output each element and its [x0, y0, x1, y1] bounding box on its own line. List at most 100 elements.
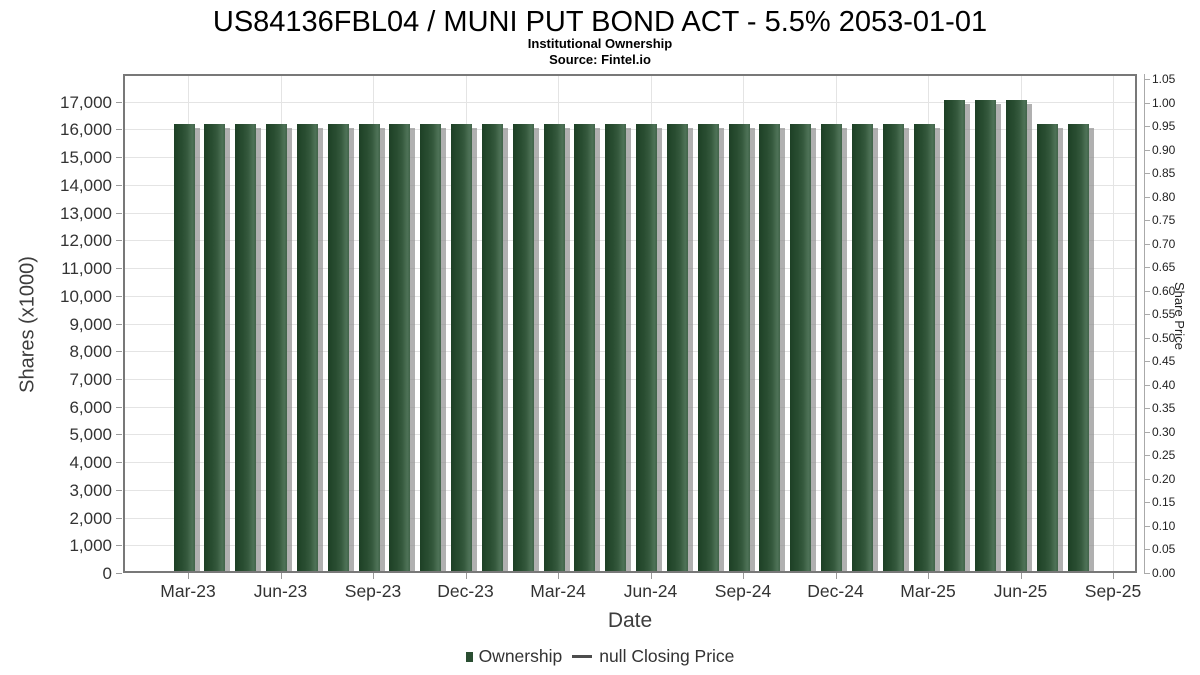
gridline-vertical: [1113, 74, 1114, 573]
left-axis-tick: [116, 489, 122, 491]
bar-Jan-24[interactable]: [481, 123, 503, 573]
bar-Dec-24[interactable]: [821, 123, 842, 573]
bar-shadow: [626, 127, 632, 573]
bar-shadow: [1027, 104, 1032, 573]
right-axis-tick: [1144, 573, 1150, 574]
right-y-tick-label: 0.80: [1152, 189, 1176, 204]
legend-label-closing-price: null Closing Price: [599, 646, 735, 666]
bar-Apr-24[interactable]: [574, 123, 596, 573]
legend-item-ownership[interactable]: Ownership: [465, 646, 562, 667]
gridline-horizontal: [123, 101, 1137, 103]
bar-shadow: [657, 127, 662, 573]
right-axis-tick: [1144, 478, 1150, 480]
bar-shadow: [811, 127, 817, 573]
bar-Oct-24[interactable]: [759, 123, 781, 573]
left-axis-tick: [116, 462, 122, 464]
bar-Dec-23[interactable]: [451, 123, 472, 573]
bar-Mar-25[interactable]: [913, 123, 935, 573]
bar-shadow: [780, 127, 786, 573]
closing-price-series-dash-icon: [572, 655, 593, 658]
right-axis-tick: [1144, 290, 1150, 292]
bar-Jun-23[interactable]: [266, 123, 287, 573]
y-tick-label: 7,000: [69, 369, 112, 389]
bar-Mar-23[interactable]: [173, 123, 195, 573]
y-axis-title-share-price: Share Price: [1172, 282, 1187, 350]
x-axis-tick: [1113, 573, 1114, 579]
bar-Feb-24[interactable]: [512, 123, 534, 573]
bar-shadow: [194, 127, 200, 573]
right-y-tick-label: 0.10: [1152, 518, 1176, 533]
x-axis-tick: [1020, 573, 1022, 579]
bar-shadow: [687, 127, 693, 573]
ownership-series-square-icon: [465, 651, 473, 662]
bar-Jul-24[interactable]: [666, 123, 688, 573]
bar-Aug-25[interactable]: [1067, 123, 1089, 573]
bar-Aug-23[interactable]: [327, 123, 349, 573]
right-axis-tick: [1144, 196, 1150, 198]
bar-Nov-23[interactable]: [420, 123, 442, 573]
right-axis-tick: [1144, 267, 1150, 269]
bar-shadow: [533, 127, 539, 573]
x-tick-label: Mar-24: [530, 581, 586, 601]
bar-Nov-24[interactable]: [790, 123, 812, 573]
bar-Jul-25[interactable]: [1036, 123, 1058, 573]
bar-shadow: [410, 127, 416, 573]
bar-Sep-23[interactable]: [358, 123, 380, 573]
left-axis-tick: [116, 351, 122, 353]
bar-Aug-24[interactable]: [697, 123, 719, 573]
x-axis-tick: [650, 573, 652, 579]
y-tick-label: 8,000: [69, 342, 112, 362]
bar-shadow: [1088, 127, 1094, 573]
bar-shadow: [965, 104, 971, 573]
right-y-tick-label: 0.85: [1152, 166, 1176, 181]
bar-shadow: [564, 127, 570, 573]
left-axis-tick: [116, 157, 122, 159]
right-axis-tick: [1144, 549, 1150, 551]
y-tick-label: 5,000: [69, 425, 112, 445]
right-y-tick-label: 0.90: [1152, 142, 1176, 157]
bar-shadow: [934, 127, 940, 573]
right-y-tick-label: 0.50: [1152, 330, 1176, 345]
y-tick-label: 2,000: [69, 508, 112, 528]
bar-Apr-23[interactable]: [204, 123, 226, 573]
bar-Sep-24[interactable]: [728, 123, 750, 573]
left-axis-tick: [116, 212, 122, 214]
right-y-tick-label: 0.95: [1152, 119, 1176, 134]
right-y-tick-label: 0.65: [1152, 260, 1176, 275]
left-axis-tick: [116, 434, 122, 436]
x-tick-label: Dec-23: [437, 581, 494, 601]
bar-Apr-25[interactable]: [944, 100, 966, 573]
left-axis-tick: [116, 545, 122, 547]
right-axis-tick: [1144, 173, 1150, 175]
bar-Jun-25[interactable]: [1006, 100, 1027, 573]
bar-shadow: [749, 127, 755, 573]
bar-shadow: [225, 127, 231, 573]
bar-Jan-25[interactable]: [851, 123, 873, 573]
right-axis-tick: [1144, 102, 1150, 104]
bar-Mar-24[interactable]: [543, 123, 565, 573]
bar-Oct-23[interactable]: [389, 123, 411, 573]
left-axis-tick: [116, 129, 122, 131]
x-tick-label: Dec-24: [807, 581, 864, 601]
bar-May-23[interactable]: [235, 123, 257, 573]
x-axis-tick: [373, 573, 374, 579]
bar-shadow: [903, 127, 909, 573]
bar-May-24[interactable]: [605, 123, 627, 573]
right-axis-line: [1144, 74, 1145, 573]
right-y-tick-label: 0.05: [1152, 542, 1176, 557]
right-y-tick-label: 0.45: [1152, 354, 1176, 369]
right-axis-tick: [1144, 149, 1150, 151]
bar-shadow: [441, 127, 447, 573]
bar-shadow: [317, 127, 323, 573]
bar-Jun-24[interactable]: [636, 123, 657, 573]
x-axis-tick: [188, 573, 189, 579]
left-axis-tick: [116, 184, 122, 186]
right-axis-tick: [1144, 126, 1150, 128]
right-axis-tick: [1144, 79, 1150, 81]
bar-Jul-23[interactable]: [296, 123, 318, 573]
legend-item-closing-price[interactable]: null Closing Price: [572, 646, 734, 667]
bar-May-25[interactable]: [975, 100, 997, 573]
bar-shadow: [256, 127, 262, 573]
y-tick-label: 12,000: [60, 231, 112, 251]
bar-Feb-25[interactable]: [882, 123, 904, 573]
